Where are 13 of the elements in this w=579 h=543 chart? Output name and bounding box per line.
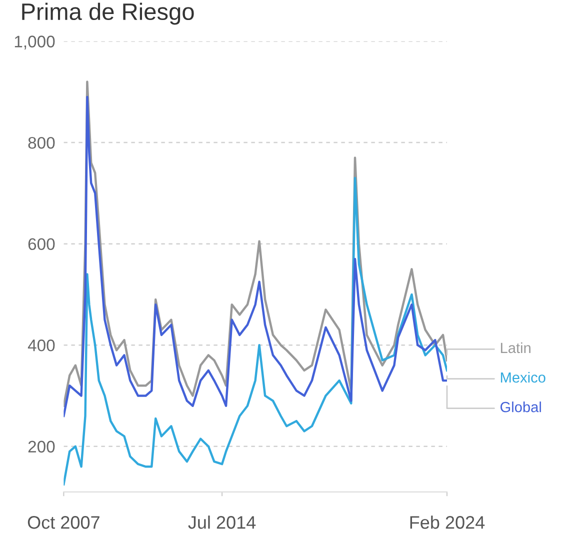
chart-title: Prima de Riesgo — [22, 2, 194, 25]
y-tick-label: 600 — [28, 238, 55, 250]
line-series — [64, 176, 447, 486]
x-tick-label: Jul 2014 — [188, 516, 256, 529]
text: Latin — [500, 342, 530, 354]
y-tick-label: 800 — [28, 136, 55, 149]
text: Global — [500, 402, 541, 412]
x-tick-label: Feb 2024 — [410, 516, 485, 529]
x-tick-label: Oct 2007 — [28, 516, 100, 529]
y-tick-label: 400 — [28, 340, 55, 352]
y-tick-label: 1,000 — [14, 36, 55, 50]
text: Mexico — [500, 372, 546, 383]
y-tick-label: 200 — [28, 440, 55, 453]
